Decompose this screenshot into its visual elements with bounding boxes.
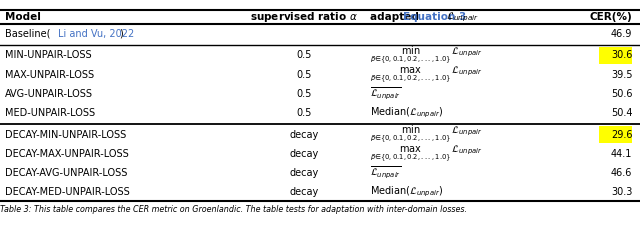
Text: decay: decay [289,130,319,140]
Text: $\max_{\beta\in\{0,0.1,0.2,...,1.0\}}\,\mathcal{L}_{unpair}$: $\max_{\beta\in\{0,0.1,0.2,...,1.0\}}\,\… [370,64,483,85]
Text: MIN-UNPAIR-LOSS: MIN-UNPAIR-LOSS [5,50,92,61]
Text: 30.6: 30.6 [611,50,632,61]
FancyBboxPatch shape [599,47,632,63]
Text: MAX-UNPAIR-LOSS: MAX-UNPAIR-LOSS [5,70,94,79]
Text: 0.5: 0.5 [296,89,312,99]
Text: DECAY-MAX-UNPAIR-LOSS: DECAY-MAX-UNPAIR-LOSS [5,149,129,159]
Text: 46.9: 46.9 [611,29,632,39]
Text: Table 3: This table compares the CER metric on Groenlandic. The table tests for : Table 3: This table compares the CER met… [0,205,467,214]
Text: ): ) [120,29,124,39]
Text: 39.5: 39.5 [611,70,632,79]
Text: $\overline{\mathcal{L}_{unpair}}$: $\overline{\mathcal{L}_{unpair}}$ [370,86,401,102]
Text: CER(%): CER(%) [589,12,632,22]
Text: decay: decay [289,187,319,197]
Text: 29.6: 29.6 [611,130,632,140]
Text: adapted: adapted [370,12,422,22]
Text: $\min_{\beta\in\{0,0.1,0.2,...,1.0\}}\,\mathcal{L}_{unpair}$: $\min_{\beta\in\{0,0.1,0.2,...,1.0\}}\,\… [370,124,483,145]
Text: $\max_{\beta\in\{0,0.1,0.2,...,1.0\}}\,\mathcal{L}_{unpair}$: $\max_{\beta\in\{0,0.1,0.2,...,1.0\}}\,\… [370,143,483,164]
Text: 50.6: 50.6 [611,89,632,99]
Text: decay: decay [289,168,319,178]
Text: $\mathrm{Median}(\mathcal{L}_{unpair})$: $\mathrm{Median}(\mathcal{L}_{unpair})$ [370,185,443,199]
Text: 0.5: 0.5 [296,108,312,118]
Text: supervised ratio $\alpha$: supervised ratio $\alpha$ [250,10,358,24]
Text: $\overline{\mathcal{L}_{unpair}}$: $\overline{\mathcal{L}_{unpair}}$ [370,165,401,181]
Text: $\mathcal{L}_{unpair}$: $\mathcal{L}_{unpair}$ [446,10,479,24]
Text: Baseline(: Baseline( [5,29,51,39]
Text: 30.3: 30.3 [611,187,632,197]
Text: 46.6: 46.6 [611,168,632,178]
Text: 50.4: 50.4 [611,108,632,118]
Text: DECAY-MIN-UNPAIR-LOSS: DECAY-MIN-UNPAIR-LOSS [5,130,126,140]
Text: DECAY-MED-UNPAIR-LOSS: DECAY-MED-UNPAIR-LOSS [5,187,130,197]
Text: $\min_{\beta\in\{0,0.1,0.2,...,1.0\}}\,\mathcal{L}_{unpair}$: $\min_{\beta\in\{0,0.1,0.2,...,1.0\}}\,\… [370,45,483,66]
Text: 0.5: 0.5 [296,70,312,79]
Text: Li and Vu, 2022: Li and Vu, 2022 [58,29,134,39]
Text: Model: Model [5,12,41,22]
FancyBboxPatch shape [599,126,632,143]
Text: decay: decay [289,149,319,159]
Text: 0.5: 0.5 [296,50,312,61]
Text: Equation 3: Equation 3 [403,12,467,22]
Text: DECAY-AVG-UNPAIR-LOSS: DECAY-AVG-UNPAIR-LOSS [5,168,127,178]
Text: MED-UNPAIR-LOSS: MED-UNPAIR-LOSS [5,108,95,118]
Text: $\mathrm{Median}(\mathcal{L}_{unpair})$: $\mathrm{Median}(\mathcal{L}_{unpair})$ [370,106,443,120]
Text: 44.1: 44.1 [611,149,632,159]
Text: AVG-UNPAIR-LOSS: AVG-UNPAIR-LOSS [5,89,93,99]
